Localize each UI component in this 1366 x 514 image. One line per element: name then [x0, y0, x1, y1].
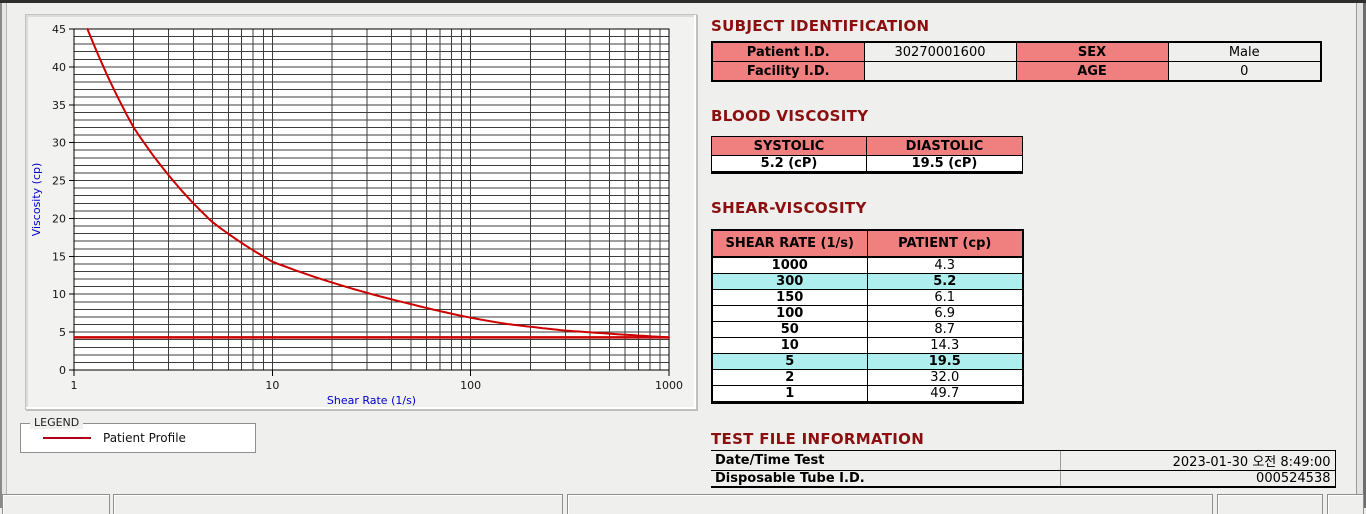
svg-text:45: 45	[52, 23, 66, 36]
shear-rate-cell: 300	[711, 273, 868, 290]
patient-viscosity-cell: 4.3	[866, 256, 1024, 274]
test-file-information-table: Date/Time Test 2023-01-30 오전 8:49:00 Dis…	[711, 450, 1336, 488]
patient-viscosity-cell: 32.0	[866, 369, 1024, 386]
patient-viscosity-cell: 8.7	[866, 321, 1024, 338]
window-top-border	[0, 0, 1366, 3]
shear-viscosity-table: SHEAR RATE (1/s) PATIENT (cp) 1000 4.3 300…	[711, 229, 1024, 404]
age-label: AGE	[1015, 61, 1169, 82]
diastolic-header: DIASTOLIC	[866, 136, 1023, 156]
patient-viscosity-cell: 19.5	[866, 353, 1024, 370]
systolic-header: SYSTOLIC	[711, 136, 867, 156]
svg-text:40: 40	[52, 61, 66, 74]
subject-identification-title: SUBJECT IDENTIFICATION	[711, 17, 930, 35]
shear-rate-cell: 5	[711, 353, 868, 370]
disposable-tube-id-value: 000524538	[1059, 470, 1335, 488]
shear-rate-cell: 1000	[711, 256, 868, 274]
svg-text:25: 25	[52, 175, 66, 188]
shear-rate-cell: 2	[711, 369, 868, 386]
date-time-test-value: 2023-01-30 오전 8:49:00	[1059, 450, 1335, 471]
table-row: 50 8.7	[711, 321, 1024, 338]
patient-id-label: Patient I.D.	[711, 41, 865, 62]
sex-value: Male	[1167, 41, 1322, 62]
patient-viscosity-cell: 14.3	[866, 337, 1024, 354]
test-file-information-title: TEST FILE INFORMATION	[711, 430, 925, 448]
table-row: 5 19.5	[711, 353, 1024, 370]
patient-viscosity-cell: 6.9	[866, 305, 1024, 322]
table-row: 150 6.1	[711, 289, 1024, 306]
svg-text:10: 10	[52, 288, 66, 301]
svg-text:15: 15	[52, 250, 66, 263]
svg-text:1: 1	[71, 379, 78, 392]
svg-text:1000: 1000	[655, 379, 683, 392]
svg-text:5: 5	[59, 326, 66, 339]
shear-viscosity-chart: 0 5 10 15 20 25 30 35 40 45 1 10 100 1000 Shear Rate (…	[30, 23, 683, 407]
disposable-tube-id-label: Disposable Tube I.D.	[711, 470, 1060, 488]
svg-text:Viscosity (cp): Viscosity (cp)	[30, 163, 43, 237]
svg-text:100: 100	[460, 379, 481, 392]
table-header-row: SHEAR RATE (1/s) PATIENT (cp)	[711, 229, 1024, 258]
shear-rate-cell: 1	[711, 385, 868, 403]
left-edge-strip	[0, 3, 7, 508]
patient-viscosity-cell: 6.1	[866, 289, 1024, 306]
bottom-button-4[interactable]	[1217, 494, 1323, 514]
table-row: 10 14.3	[711, 337, 1024, 354]
svg-text:35: 35	[52, 99, 66, 112]
shear-rate-cell: 100	[711, 305, 868, 322]
patient-viscosity-cell: 49.7	[866, 385, 1024, 403]
table-row: Patient I.D. 30270001600 SEX Male	[711, 41, 1322, 62]
table-row: Disposable Tube I.D. 000524538	[711, 470, 1335, 488]
date-time-test-label: Date/Time Test	[711, 450, 1060, 471]
subject-identification-table: Patient I.D. 30270001600 SEX Male Facili…	[711, 41, 1322, 82]
shear-rate-cell: 150	[711, 289, 868, 306]
facility-id-label: Facility I.D.	[711, 61, 865, 82]
svg-text:0: 0	[59, 364, 66, 377]
sex-label: SEX	[1015, 41, 1169, 62]
shear-rate-cell: 50	[711, 321, 868, 338]
shear-rate-header: SHEAR RATE (1/s)	[711, 229, 868, 258]
blood-viscosity-table: SYSTOLIC DIASTOLIC 5.2 (cP) 19.5 (cP)	[711, 136, 1023, 174]
patient-id-value: 30270001600	[863, 41, 1017, 62]
table-row: Date/Time Test 2023-01-30 오전 8:49:00	[711, 450, 1335, 471]
bottom-button-5[interactable]	[1327, 494, 1364, 514]
blood-viscosity-title: BLOOD VISCOSITY	[711, 107, 869, 125]
facility-id-value	[863, 61, 1017, 82]
table-row: 300 5.2	[711, 273, 1024, 290]
viscosity-chart-panel: 0 5 10 15 20 25 30 35 40 45 1 10 100 1000 Shear Rate (…	[25, 14, 697, 410]
right-scrollbar-edge[interactable]	[1356, 3, 1366, 508]
bottom-button-1[interactable]	[2, 494, 110, 514]
age-value: 0	[1167, 61, 1322, 82]
patient-viscosity-cell: 5.2	[866, 273, 1024, 290]
svg-text:20: 20	[52, 212, 66, 225]
svg-text:Shear Rate (1/s): Shear Rate (1/s)	[327, 394, 416, 407]
svg-text:10: 10	[265, 379, 279, 392]
shear-viscosity-title: SHEAR-VISCOSITY	[711, 199, 867, 217]
legend-group-label: LEGEND	[30, 416, 84, 429]
bottom-button-3[interactable]	[567, 494, 1213, 514]
table-header-row: SYSTOLIC DIASTOLIC	[711, 136, 1023, 156]
table-row: 1000 4.3	[711, 256, 1024, 274]
svg-text:30: 30	[52, 137, 66, 150]
table-row: 100 6.9	[711, 305, 1024, 322]
legend-line-sample	[43, 437, 91, 439]
legend-series-label: Patient Profile	[103, 431, 186, 445]
bottom-button-2[interactable]	[113, 494, 563, 514]
diastolic-value: 19.5 (cP)	[866, 155, 1023, 173]
table-row: 1 49.7	[711, 385, 1024, 403]
shear-rate-cell: 10	[711, 337, 868, 354]
patient-cp-header: PATIENT (cp)	[866, 229, 1024, 258]
table-row: 2 32.0	[711, 369, 1024, 386]
table-row: Facility I.D. AGE 0	[711, 61, 1322, 82]
table-row: 5.2 (cP) 19.5 (cP)	[711, 155, 1023, 173]
systolic-value: 5.2 (cP)	[711, 155, 867, 173]
